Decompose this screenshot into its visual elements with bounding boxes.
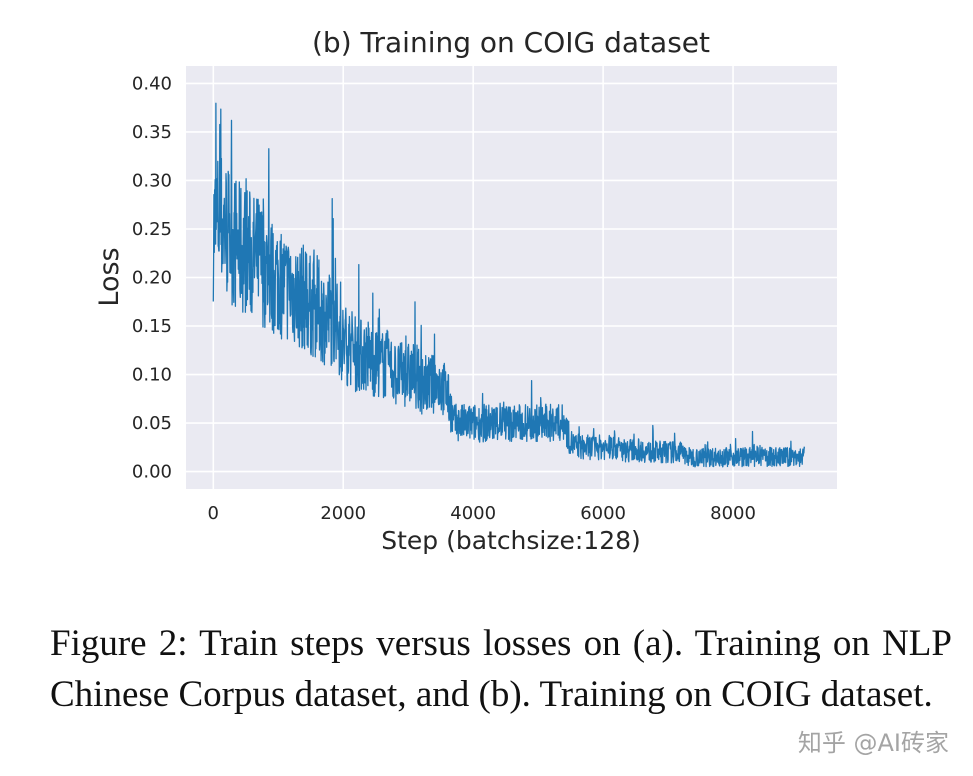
- x-tick-labels: 0 2000 4000 6000 8000: [208, 503, 756, 524]
- y-tick-label: 0.10: [132, 365, 172, 386]
- y-axis-label: Loss: [94, 247, 125, 306]
- x-axis-label: Step (batchsize:128): [381, 526, 641, 555]
- chart-title: (b) Training on COIG dataset: [312, 26, 710, 59]
- x-tick-label: 6000: [580, 503, 626, 524]
- y-tick-label: 0.30: [132, 170, 172, 191]
- loss-chart: 0 2000 4000 6000 8000 0.000.050.100.150.200.…: [94, 26, 837, 555]
- y-tick-labels: 0.00 0.05 0.10 0.15 0.20 0.25 0.30 0.35 0.40: [132, 73, 172, 482]
- y-tick-label: 0.25: [132, 219, 172, 240]
- y-tick-label: 0.15: [132, 316, 172, 337]
- x-tick-label: 2000: [320, 503, 366, 524]
- series-layer: [212, 102, 806, 468]
- figure-caption: Figure 2: Train steps versus losses on (…: [50, 623, 952, 715]
- y-tick-label: 0.35: [132, 122, 172, 143]
- y-tick-label: 0.00: [132, 462, 172, 483]
- y-tick-label: 0.20: [132, 268, 172, 289]
- y-tick-label: 0.05: [132, 413, 172, 434]
- loss-series-line: [212, 102, 806, 468]
- x-tick-label: 0: [208, 503, 219, 524]
- x-tick-label: 4000: [450, 503, 496, 524]
- watermark: 知乎 @AI砖家: [797, 729, 949, 757]
- y-tick-label: 0.40: [132, 73, 172, 94]
- x-tick-label: 8000: [710, 503, 756, 524]
